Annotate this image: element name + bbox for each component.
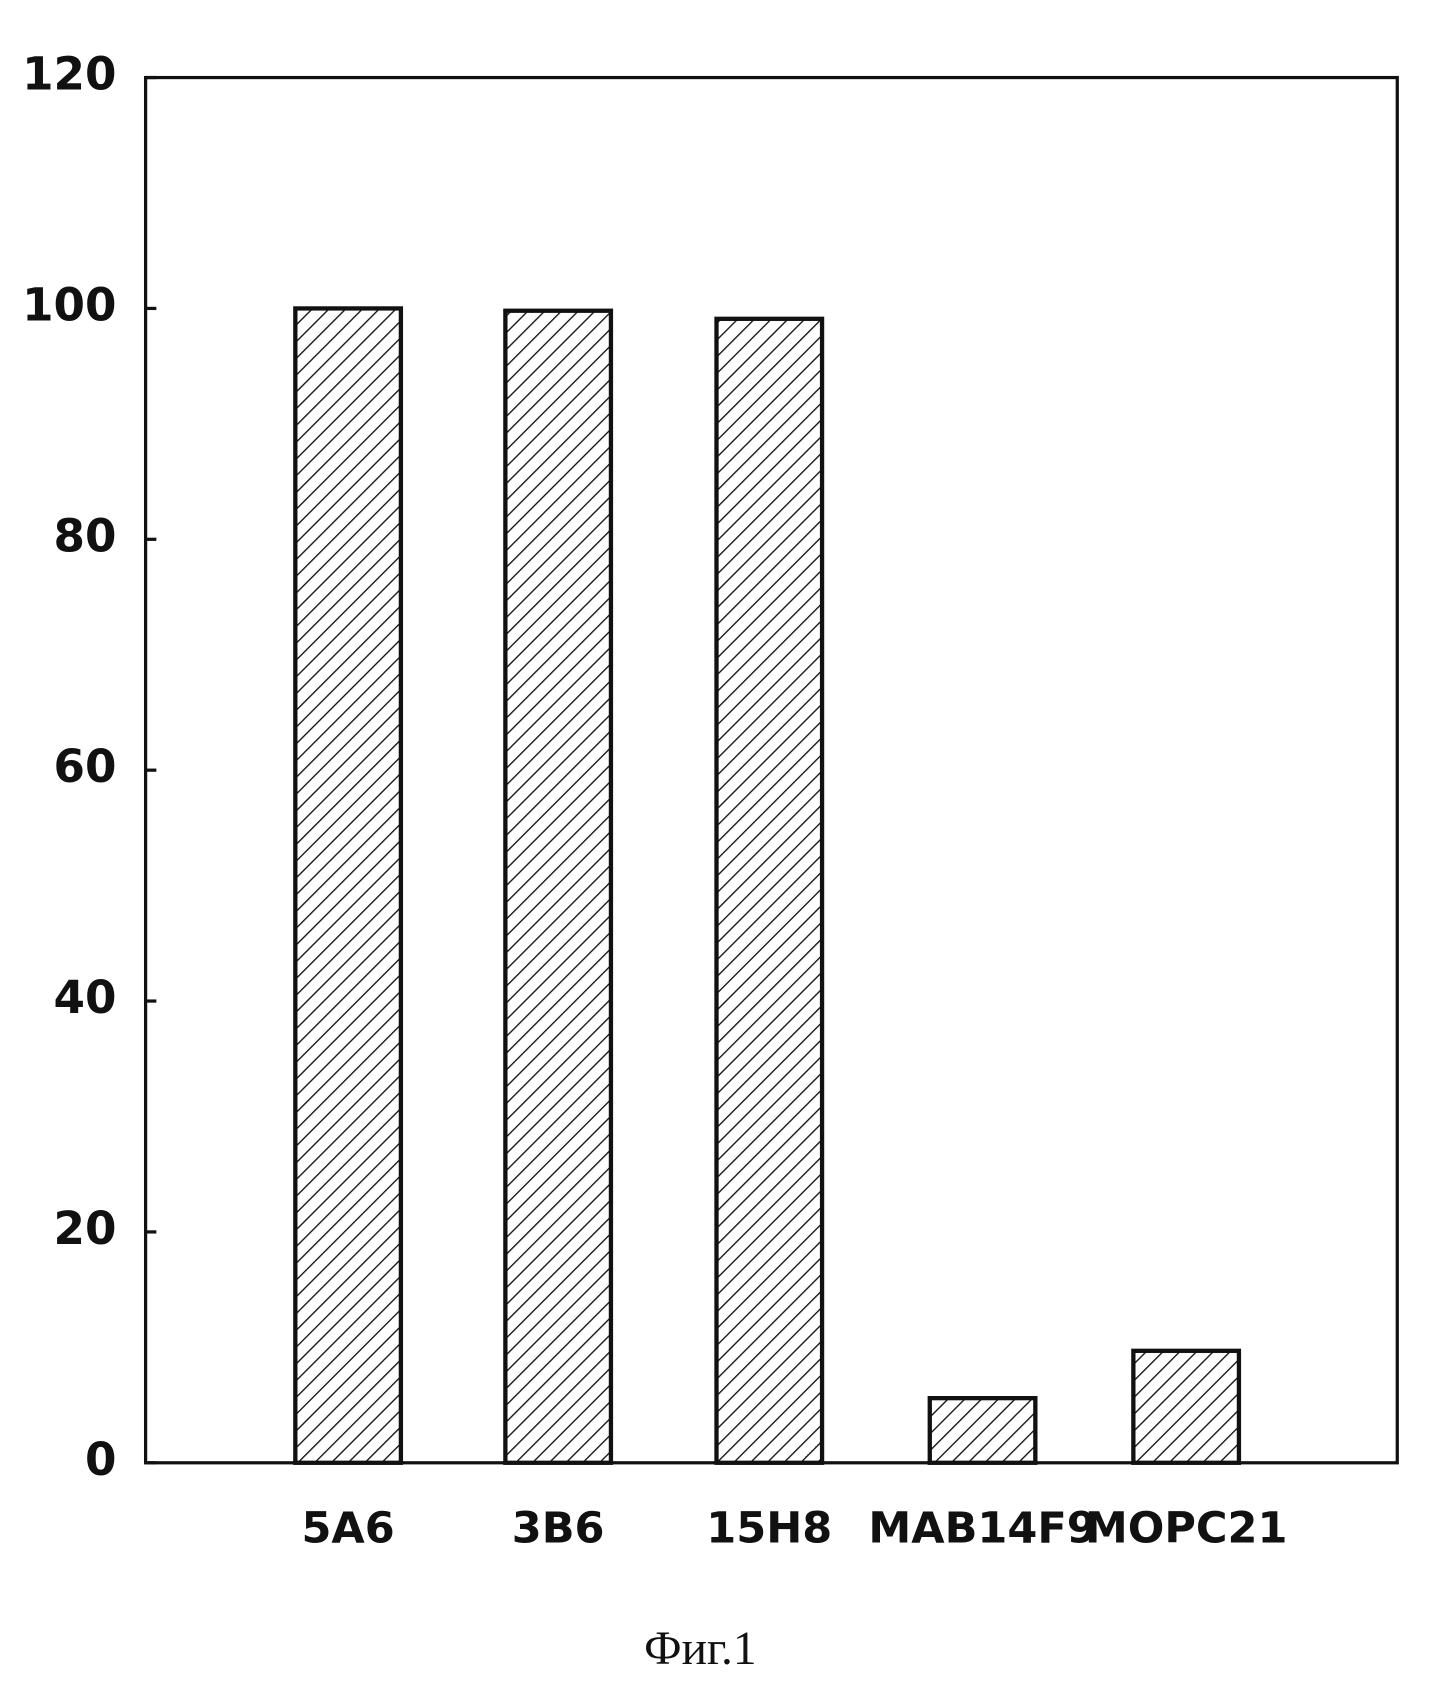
- bar: [930, 1398, 1036, 1463]
- x-tick-label: 15H8: [706, 1504, 832, 1554]
- bar: [1133, 1351, 1239, 1463]
- x-tick-label: MOPC21: [1085, 1504, 1288, 1554]
- x-tick-label: 5A6: [301, 1504, 394, 1554]
- y-tick-label: 120: [22, 48, 116, 101]
- y-tick-label: 100: [22, 278, 116, 331]
- bar: [717, 319, 823, 1463]
- y-tick-label: 0: [85, 1433, 116, 1486]
- x-tick-label: MAB14F9: [868, 1504, 1096, 1554]
- bar: [505, 311, 611, 1463]
- x-tick-label: 3B6: [512, 1504, 605, 1554]
- bar: [295, 308, 401, 1462]
- caption: Фиг.1: [644, 1623, 756, 1675]
- y-tick-label: 40: [54, 971, 117, 1024]
- y-tick-label: 60: [54, 740, 117, 793]
- y-tick-label: 80: [54, 509, 117, 562]
- chart: Фиг.1 0 20 40 60 80 100 120 5A6 3B6 15H8 MAB14F9MO…: [0, 0, 1433, 1703]
- y-tick-label: 20: [54, 1202, 117, 1255]
